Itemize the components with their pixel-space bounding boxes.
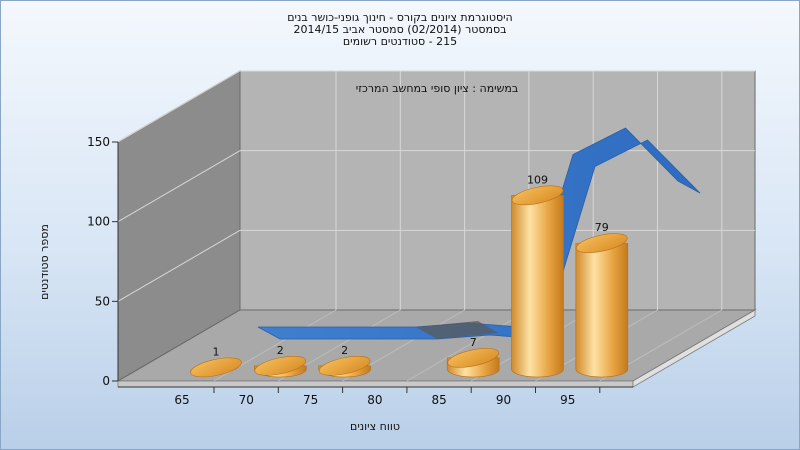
bar-cap-90 bbox=[511, 185, 564, 206]
grid-line-y bbox=[117, 70, 241, 143]
x-tick-label: 95 bbox=[560, 393, 575, 407]
x-tick-label: 70 bbox=[239, 393, 254, 407]
bar-series: 1 2 2 7 109 79 bbox=[190, 173, 629, 378]
y-axis-title: מספר סטודנטים bbox=[38, 224, 51, 300]
bar-90 bbox=[511, 195, 564, 378]
trend-ribbon-shadow bbox=[415, 321, 498, 339]
x-tick-label: 75 bbox=[303, 393, 318, 407]
grid-line-floor bbox=[406, 309, 530, 382]
data-label-95: 79 bbox=[595, 221, 609, 234]
chart-title-line-2: בסמסטר (02/2014) סמסטר אביב 2014/15 bbox=[293, 23, 507, 36]
chart-title-line-3: 215 - סטודנטים רשומים bbox=[342, 35, 458, 48]
y-tick-label: 0 bbox=[102, 374, 110, 388]
data-label-70: 2 bbox=[277, 344, 284, 357]
bar-cap-95 bbox=[576, 233, 628, 253]
trend-ribbon bbox=[257, 127, 701, 340]
data-label-65: 1 bbox=[213, 345, 220, 358]
data-label-90: 109 bbox=[527, 173, 548, 186]
grid-line-y bbox=[117, 229, 241, 302]
x-axis-title: טווח ציונים bbox=[350, 420, 400, 433]
axis-ticks: 0 50 100 150 65 70 75 80 85 90 95 bbox=[87, 135, 633, 407]
y-tick-label: 150 bbox=[87, 135, 110, 149]
data-label-85: 7 bbox=[470, 336, 477, 349]
y-tick-label: 100 bbox=[87, 215, 110, 229]
bar-cap-70 bbox=[254, 356, 307, 376]
bar-cap-75 bbox=[318, 356, 371, 376]
floor-right-edge bbox=[632, 309, 756, 388]
chart-title-line-1: היסטוגרמת ציונים בקורס - חינוך גופני-כוש… bbox=[287, 11, 513, 24]
y-tick-label: 50 bbox=[95, 294, 110, 308]
x-tick-label: 80 bbox=[367, 393, 382, 407]
x-tick-label: 85 bbox=[432, 393, 447, 407]
back-wall bbox=[239, 70, 756, 311]
grid-line-y bbox=[117, 150, 241, 223]
x-tick-label: 90 bbox=[496, 393, 511, 407]
floor-front-edge bbox=[117, 380, 634, 388]
chart-subtitle: במשימה : ציון סופי במחשב המרכזי bbox=[356, 82, 519, 95]
bar-cap-85 bbox=[447, 348, 499, 368]
data-label-75: 2 bbox=[341, 344, 348, 357]
x-tick-label: 65 bbox=[174, 393, 189, 407]
bar-95 bbox=[575, 242, 629, 378]
bar-cap-65 bbox=[190, 357, 242, 378]
